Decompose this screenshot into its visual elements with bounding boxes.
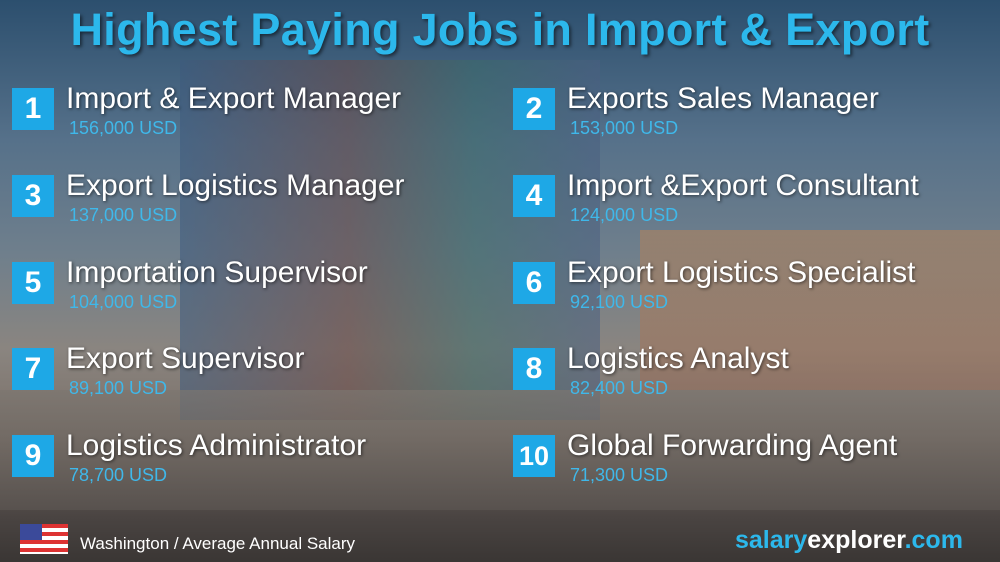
job-item: 5 Importation Supervisor 104,000 USD — [12, 256, 502, 332]
job-title: Logistics Analyst — [567, 342, 789, 376]
job-salary: 156,000 USD — [69, 118, 178, 138]
rank-badge: 2 — [513, 88, 555, 130]
location-label: Washington / Average Annual Salary — [80, 534, 356, 553]
rank-badge: 1 — [12, 88, 54, 130]
job-salary: 124,000 USD — [570, 204, 679, 225]
brand-part: salary — [735, 526, 808, 554]
job-salary: 89,100 USD — [69, 378, 168, 399]
job-item: 3 Export Logistics Manager 137,000 USD — [12, 169, 502, 245]
brand-part: .com — [904, 526, 963, 554]
rank-badge: 4 — [513, 174, 555, 217]
job-title: Exports Sales Manager — [567, 82, 879, 115]
job-item: 8 Logistics Analyst 82,400 USD — [513, 342, 1000, 418]
job-salary: 92,100 USD — [570, 291, 669, 312]
job-salary: 137,000 USD — [69, 204, 178, 225]
job-salary: 104,000 USD — [69, 291, 178, 312]
page-title: Highest Paying Jobs in Import & Export — [70, 4, 930, 55]
rank-badge: 3 — [12, 174, 54, 217]
job-item: 6 Export Logistics Specialist 92,100 USD — [513, 256, 1000, 332]
brand-part: explorer — [807, 526, 905, 554]
job-title: Export Logistics Specialist — [567, 255, 916, 289]
rank-badge: 9 — [12, 435, 54, 478]
job-salary: 153,000 USD — [570, 118, 679, 138]
rank-badge: 7 — [12, 348, 54, 391]
job-item: 10 Global Forwarding Agent 71,300 USD — [513, 429, 1000, 505]
footer: Washington / Average Annual Salary salar… — [0, 512, 1000, 562]
job-title: Import & Export Manager — [66, 82, 402, 115]
job-title: Export Supervisor — [66, 342, 305, 376]
job-item: 4 Import &Export Consultant 124,000 USD — [513, 169, 1000, 245]
rank-badge: 5 — [12, 261, 54, 304]
job-salary: 71,300 USD — [570, 465, 669, 486]
rank-badge: 6 — [513, 261, 555, 304]
job-title: Import &Export Consultant — [567, 168, 919, 202]
job-item: 2 Exports Sales Manager 153,000 USD — [513, 82, 1000, 158]
rank-badge: 10 — [513, 435, 555, 478]
job-salary: 82,400 USD — [570, 378, 669, 399]
job-title: Logistics Administrator — [66, 429, 367, 463]
job-item: 1 Import & Export Manager 156,000 USD — [12, 82, 502, 158]
job-salary: 78,700 USD — [69, 465, 168, 486]
job-item: 7 Export Supervisor 89,100 USD — [12, 342, 502, 418]
job-item: 9 Logistics Administrator 78,700 USD — [12, 429, 502, 505]
us-flag-icon — [20, 524, 68, 554]
job-title: Global Forwarding Agent — [567, 429, 898, 463]
rank-badge: 8 — [513, 348, 555, 391]
job-title: Importation Supervisor — [66, 255, 368, 289]
job-title: Export Logistics Manager — [66, 168, 405, 202]
brand-logo[interactable]: salaryexplorer.com — [735, 526, 963, 555]
